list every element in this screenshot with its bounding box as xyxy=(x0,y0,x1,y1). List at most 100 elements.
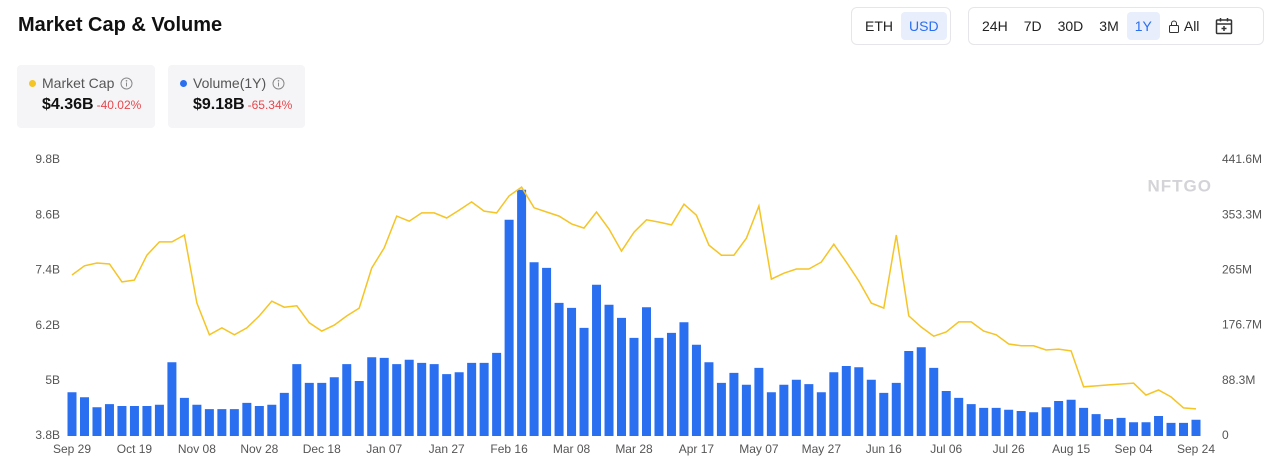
bar xyxy=(954,397,964,436)
bar xyxy=(267,404,277,436)
y-tick-label: 6.2B xyxy=(35,318,60,332)
toggle-button[interactable]: 24H xyxy=(974,12,1016,40)
info-icon[interactable] xyxy=(120,77,133,90)
bar xyxy=(804,384,814,436)
toggle-button[interactable]: 1Y xyxy=(1126,12,1160,40)
bar xyxy=(154,404,164,436)
summary-change: -40.02% xyxy=(96,98,142,112)
bar xyxy=(429,364,439,436)
bar xyxy=(1054,401,1064,436)
bar xyxy=(442,374,452,436)
toggle-button[interactable]: USD xyxy=(901,12,947,40)
button-label: All xyxy=(1183,18,1200,34)
bar xyxy=(229,409,239,436)
toggle-button[interactable]: 30D xyxy=(1050,12,1092,40)
y-tick-label: 441.6M xyxy=(1222,152,1262,166)
bar xyxy=(129,406,139,436)
bar xyxy=(517,189,527,436)
bar xyxy=(1104,419,1114,436)
summary-card: Market Cap $4.36B -40.02% xyxy=(17,65,155,128)
y-tick-label: 8.6B xyxy=(35,207,60,221)
bar xyxy=(1179,422,1189,436)
bar xyxy=(1041,407,1051,436)
button-label: 3M xyxy=(1099,18,1119,34)
bar xyxy=(729,372,739,436)
info-icon[interactable] xyxy=(272,77,285,90)
bar xyxy=(691,344,701,436)
legend-dot xyxy=(180,79,187,87)
summary-value: $4.36B xyxy=(42,96,94,113)
y-tick-label: 9.8B xyxy=(35,152,60,166)
bar xyxy=(104,404,114,436)
bar xyxy=(1191,419,1201,436)
bar xyxy=(242,402,252,436)
bar xyxy=(891,382,901,436)
bar xyxy=(404,359,414,436)
y-tick-label: 7.4B xyxy=(35,263,60,277)
bar xyxy=(791,379,801,436)
toggle-button[interactable]: ETH xyxy=(857,12,901,40)
bar xyxy=(641,307,651,436)
x-tick-label: May 07 xyxy=(739,442,779,456)
legend-label: Volume(1Y) xyxy=(193,75,267,91)
summary-value: $9.18B xyxy=(193,96,245,113)
bar xyxy=(966,404,976,436)
y-tick-label: 88.3M xyxy=(1222,373,1255,387)
bar xyxy=(1129,422,1139,436)
bar xyxy=(904,351,914,436)
bar xyxy=(67,392,77,436)
x-tick-label: Jul 06 xyxy=(930,442,962,456)
bar xyxy=(492,352,502,436)
bar xyxy=(604,304,614,436)
bar xyxy=(1141,422,1151,436)
currency-toggle: ETH USD xyxy=(851,7,951,45)
bar xyxy=(1066,399,1076,436)
x-tick-label: Feb 16 xyxy=(490,442,528,456)
x-tick-label: Jun 16 xyxy=(866,442,902,456)
bar xyxy=(529,262,539,436)
button-label: 24H xyxy=(982,18,1008,34)
bar xyxy=(329,377,339,436)
bar xyxy=(592,284,602,436)
toggle-button[interactable]: 3M xyxy=(1091,12,1126,40)
y-tick-label: 5B xyxy=(45,373,60,387)
button-label: 30D xyxy=(1057,18,1084,34)
bar xyxy=(417,362,427,436)
x-tick-label: Jan 07 xyxy=(366,442,402,456)
bar xyxy=(179,397,189,436)
y-tick-label: 353.3M xyxy=(1222,207,1262,221)
y-tick-label: 0 xyxy=(1222,428,1229,442)
range-toggle: 24H 7D 30D 3M 1Y All xyxy=(968,7,1264,45)
calendar-button[interactable] xyxy=(1207,11,1241,41)
bar xyxy=(1116,417,1126,436)
bar xyxy=(679,322,689,436)
bar xyxy=(317,382,327,436)
lock-icon xyxy=(1168,20,1179,33)
bar xyxy=(854,367,864,436)
toggle-button[interactable]: 7D xyxy=(1016,12,1050,40)
bar xyxy=(467,362,477,436)
x-tick-label: Sep 29 xyxy=(53,442,91,456)
bar xyxy=(741,384,751,436)
bar xyxy=(816,392,826,436)
bar xyxy=(829,372,839,436)
bar xyxy=(1091,414,1101,436)
x-tick-label: Jan 27 xyxy=(429,442,465,456)
button-label: 7D xyxy=(1023,18,1042,34)
bar xyxy=(392,364,402,436)
x-tick-label: Sep 04 xyxy=(1115,442,1153,456)
y-tick-label: 265M xyxy=(1222,263,1252,277)
bar xyxy=(167,362,177,436)
bar xyxy=(554,302,564,436)
bar xyxy=(941,391,951,436)
bar xyxy=(92,407,102,436)
bar xyxy=(1154,416,1164,436)
bar xyxy=(766,392,776,436)
summary-change: -65.34% xyxy=(247,98,293,112)
x-tick-label: Mar 28 xyxy=(615,442,653,456)
bar xyxy=(142,406,152,436)
bar xyxy=(542,267,552,436)
toggle-button[interactable]: All xyxy=(1160,12,1208,40)
bar xyxy=(217,409,227,436)
